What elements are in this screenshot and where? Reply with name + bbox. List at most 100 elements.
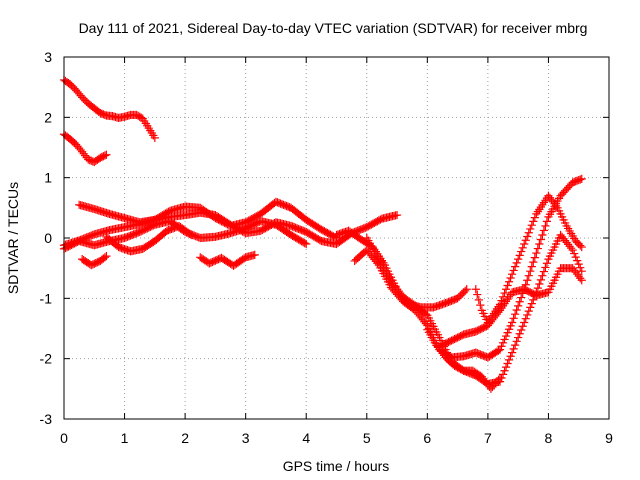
data-point xyxy=(577,276,586,285)
data-point xyxy=(247,221,256,230)
data-point xyxy=(140,225,149,234)
data-point xyxy=(520,239,529,249)
data-point xyxy=(574,239,583,249)
data-point xyxy=(548,245,558,255)
data-point xyxy=(527,262,536,271)
data-point xyxy=(170,223,179,232)
data-point xyxy=(165,225,175,234)
data-point xyxy=(206,258,215,267)
data-point xyxy=(571,253,580,262)
data-point xyxy=(461,286,470,295)
data-point xyxy=(474,295,483,304)
data-point xyxy=(511,340,520,350)
data-point xyxy=(132,229,141,238)
data-point xyxy=(506,321,515,330)
plot-frame xyxy=(63,56,610,420)
data-point xyxy=(503,328,512,337)
data-point xyxy=(81,96,90,105)
data-point xyxy=(497,342,506,351)
x-tick-label: 9 xyxy=(605,430,613,446)
data-point xyxy=(208,257,217,267)
data-point xyxy=(453,333,462,342)
data-point xyxy=(523,232,532,241)
data-point xyxy=(545,252,555,261)
data-point xyxy=(495,373,505,383)
data-point xyxy=(250,213,259,222)
data-point xyxy=(129,230,138,239)
data-point xyxy=(476,301,485,310)
data-point xyxy=(508,270,517,279)
data-point xyxy=(529,289,538,298)
data-point xyxy=(65,241,75,250)
data-point xyxy=(471,348,480,357)
data-point xyxy=(250,219,259,229)
data-point xyxy=(506,352,515,361)
data-point xyxy=(128,230,137,240)
data-point xyxy=(509,344,518,353)
x-tick-label: 7 xyxy=(484,430,492,446)
data-point xyxy=(453,294,462,303)
data-series xyxy=(435,264,586,351)
data-point xyxy=(477,324,486,333)
data-point xyxy=(573,238,582,247)
data-point xyxy=(547,248,556,258)
data-point xyxy=(447,336,456,345)
data-point xyxy=(533,284,542,293)
data-point xyxy=(515,297,524,306)
x-axis-label: GPS time / hours xyxy=(283,458,390,474)
data-point xyxy=(87,261,96,270)
data-point xyxy=(256,226,265,235)
data-point xyxy=(462,285,471,294)
x-tick-label: 5 xyxy=(363,430,371,446)
chart-title: Day 111 of 2021, Sidereal Day-to-day VTE… xyxy=(79,20,588,36)
data-point xyxy=(517,247,526,256)
data-point xyxy=(435,342,444,351)
data-point xyxy=(474,349,483,358)
data-point xyxy=(451,362,461,371)
data-point xyxy=(279,200,288,209)
data-point xyxy=(509,266,518,275)
data-point xyxy=(215,216,225,225)
data-point xyxy=(214,215,223,224)
data-point xyxy=(538,230,547,240)
data-point xyxy=(296,225,305,234)
data-point xyxy=(273,198,282,207)
data-point xyxy=(530,253,539,262)
data-point xyxy=(459,288,468,297)
data-point xyxy=(506,273,515,283)
data-point xyxy=(445,337,455,346)
data-point xyxy=(498,370,508,379)
data-point xyxy=(392,210,402,220)
y-tick-label: -1 xyxy=(40,290,53,306)
x-tick-label: 6 xyxy=(423,430,431,446)
data-point xyxy=(556,209,565,218)
data-point xyxy=(545,285,555,294)
data-point xyxy=(556,191,565,200)
data-point xyxy=(297,226,306,235)
data-point xyxy=(91,258,100,268)
data-point xyxy=(141,224,150,234)
x-tick-label: 1 xyxy=(121,430,129,446)
data-point xyxy=(318,226,327,235)
data-point xyxy=(121,233,131,242)
data-point xyxy=(70,239,79,248)
data-point xyxy=(97,109,106,118)
data-point xyxy=(137,227,146,236)
data-point xyxy=(246,222,255,231)
data-point xyxy=(134,228,143,237)
data-point xyxy=(541,263,550,272)
data-point xyxy=(243,223,252,232)
data-point xyxy=(539,267,549,276)
data-point xyxy=(511,310,520,319)
data-point xyxy=(518,322,527,331)
x-tick-label: 2 xyxy=(181,430,189,446)
data-point xyxy=(67,240,76,250)
data-point xyxy=(218,217,228,227)
data-point xyxy=(193,232,202,241)
data-point xyxy=(498,338,508,347)
data-point xyxy=(520,285,529,294)
data-point xyxy=(365,221,374,230)
data-point xyxy=(88,260,97,269)
data-point xyxy=(495,345,505,354)
data-point xyxy=(447,296,456,305)
